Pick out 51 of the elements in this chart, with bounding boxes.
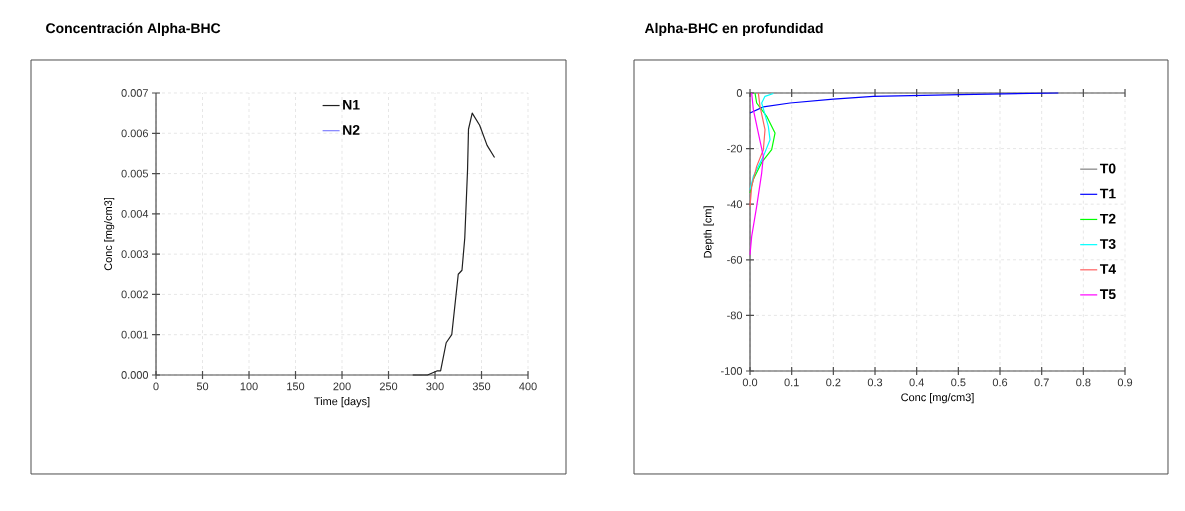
legend-label: T0 <box>1099 163 1116 174</box>
y-tick-label: -100 <box>721 367 743 375</box>
y-tick-label: 0.003 <box>121 250 148 259</box>
y-tick-label: 0.006 <box>121 129 148 138</box>
x-tick-label: 150 <box>287 382 305 391</box>
y-tick-label: 0.005 <box>121 169 149 178</box>
x-tick-label: 100 <box>240 382 258 391</box>
legend-label: T3 <box>1099 239 1116 249</box>
y-tick-label: 0.000 <box>121 371 149 379</box>
x-tick-label: 0.4 <box>909 378 924 387</box>
y-tick-label: -60 <box>727 255 743 264</box>
x-tick-label: 0.9 <box>1117 378 1133 387</box>
line-series <box>412 112 496 376</box>
x-tick-label: 0.0 <box>742 378 758 387</box>
legend-label: T1 <box>1099 188 1116 199</box>
legend-label: N2 <box>343 125 360 135</box>
line-series <box>749 92 766 208</box>
x-tick-label: 400 <box>519 382 537 391</box>
y-tick-label: 0 <box>736 89 743 97</box>
x-axis-title: Conc [mg/cm3] <box>901 393 974 404</box>
chart-title: Concentración Alpha-BHC <box>46 22 221 36</box>
x-tick-label: 0.5 <box>951 378 966 387</box>
x-tick-label: 50 <box>196 382 209 391</box>
x-tick-label: 300 <box>426 382 444 391</box>
legend-label: N1 <box>343 100 360 110</box>
x-axis-title: Time [days] <box>314 397 370 408</box>
x-tick-label: 250 <box>379 382 398 391</box>
x-tick-label: 0.6 <box>992 378 1008 387</box>
legend-label: T2 <box>1099 213 1116 224</box>
x-tick-label: 200 <box>333 382 351 391</box>
y-tick-label: -20 <box>727 144 743 153</box>
y-tick-label: 0.004 <box>121 209 149 218</box>
y-tick-label: 0.001 <box>121 330 148 339</box>
line-series <box>749 92 1059 114</box>
x-tick-label: 0 <box>153 382 159 391</box>
legend-label: T4 <box>1099 264 1117 274</box>
x-tick-label: 0.3 <box>867 378 883 387</box>
y-tick-label: -40 <box>727 200 743 209</box>
y-axis-title: Conc [mg/cm3] <box>104 197 115 271</box>
x-tick-label: 0.1 <box>784 378 799 387</box>
y-axis-title: Depth [cm] <box>703 206 714 258</box>
x-tick-label: 0.2 <box>826 378 841 387</box>
legend-label: T5 <box>1099 289 1116 300</box>
y-tick-label: 0.002 <box>121 290 148 299</box>
x-tick-label: 0.8 <box>1076 378 1091 387</box>
x-tick-label: 0.7 <box>1034 378 1049 387</box>
line-series <box>749 92 764 256</box>
y-tick-label: 0.007 <box>121 89 148 97</box>
chart-title: Alpha-BHC en profundidad <box>644 22 823 36</box>
x-tick-label: 350 <box>472 382 491 391</box>
y-tick-label: -80 <box>727 311 743 320</box>
